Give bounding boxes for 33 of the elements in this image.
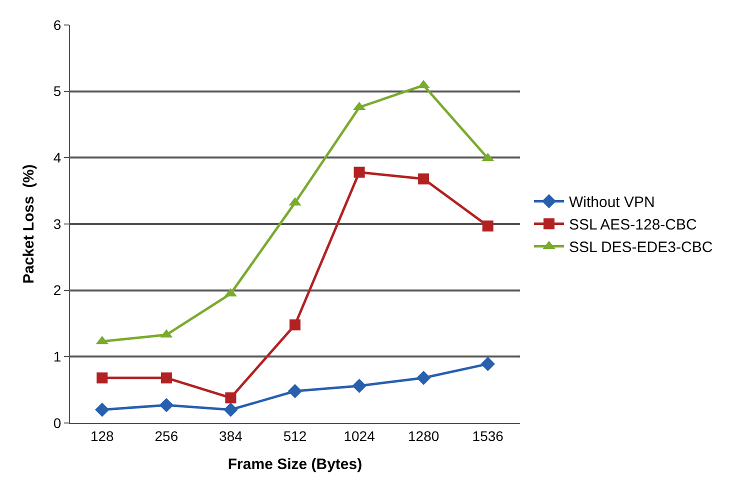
point bbox=[290, 319, 300, 330]
y-tick-label: 3 bbox=[53, 216, 62, 232]
point bbox=[416, 370, 431, 386]
point bbox=[94, 402, 110, 417]
x-tick-label: 128 bbox=[90, 428, 114, 444]
point bbox=[418, 173, 430, 184]
point bbox=[96, 372, 108, 384]
x-tick-label: 512 bbox=[283, 428, 307, 444]
x-tick-label: 1024 bbox=[344, 428, 376, 444]
point bbox=[224, 402, 238, 417]
y-tick-label: 2 bbox=[53, 282, 62, 298]
x-tick-label: 1280 bbox=[408, 428, 440, 444]
legend-label: SSL AES-128-CBC bbox=[569, 216, 698, 234]
point bbox=[225, 392, 236, 404]
x-tick-label: 256 bbox=[154, 428, 178, 444]
point bbox=[288, 384, 302, 398]
x-tick-label: 384 bbox=[219, 428, 243, 444]
y-tick-label: 5 bbox=[53, 83, 62, 100]
legend-label: Without VPN bbox=[569, 194, 655, 212]
legend-label: SSL DES-EDE3-CBC bbox=[569, 239, 713, 256]
point bbox=[160, 372, 172, 384]
y-tick-label: 4 bbox=[53, 150, 62, 166]
point bbox=[482, 220, 494, 232]
point bbox=[480, 356, 496, 372]
x-tick-label: 1536 bbox=[472, 428, 504, 444]
y-axis-title: Packet Loss (%) bbox=[20, 164, 38, 284]
point bbox=[159, 398, 174, 412]
x-axis-title: Frame Size (Bytes) bbox=[228, 456, 362, 473]
point bbox=[352, 378, 366, 393]
y-tick-label: 0 bbox=[53, 414, 62, 431]
y-tick-label: 1 bbox=[53, 348, 62, 365]
y-tick-label: 6 bbox=[53, 16, 62, 33]
point bbox=[354, 166, 365, 178]
